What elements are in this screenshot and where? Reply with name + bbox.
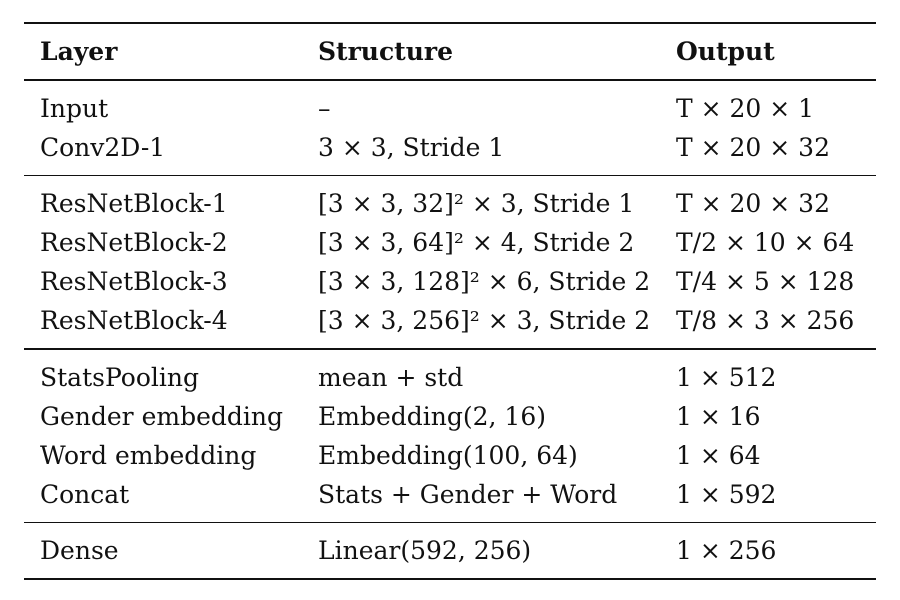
table-row: Conv2D-1 3 × 3, Stride 1 T × 20 × 32	[24, 128, 876, 167]
cell-structure: 3 × 3, Stride 1	[318, 132, 505, 162]
table-row: ResNetBlock-1 [3 × 3, 32]² × 3, Stride 1…	[24, 184, 876, 223]
cell-structure: Linear(592, 256)	[318, 536, 532, 565]
cell-structure: mean + std	[318, 362, 464, 392]
cell-structure: –	[318, 93, 331, 123]
cell-layer: Word embedding	[40, 440, 257, 470]
cell-structure: [3 × 3, 64]² × 4, Stride 2	[318, 228, 635, 257]
cell-output: T/4 × 5 × 128	[676, 267, 855, 296]
header-output: Output	[676, 37, 775, 66]
table-row: ResNetBlock-4 [3 × 3, 256]² × 3, Stride …	[24, 301, 876, 340]
cell-output: T × 20 × 32	[676, 132, 830, 162]
table-header-row: Layer Structure Output	[24, 24, 876, 79]
table-row: StatsPooling mean + std 1 × 512	[24, 358, 876, 397]
cell-layer: ResNetBlock-4	[40, 306, 228, 335]
table-group-input: Input – T × 20 × 1 Conv2D-1 3 × 3, Strid…	[24, 81, 876, 175]
table-row: ResNetBlock-2 [3 × 3, 64]² × 4, Stride 2…	[24, 223, 876, 262]
cell-layer: StatsPooling	[40, 362, 199, 392]
header-rule	[24, 79, 876, 81]
table-group-dense: Dense Linear(592, 256) 1 × 256	[24, 523, 876, 578]
cell-output: T/2 × 10 × 64	[676, 228, 855, 257]
cell-layer: Input	[40, 93, 109, 123]
cell-output: 1 × 256	[676, 536, 777, 565]
header-structure: Structure	[318, 37, 453, 66]
table-row: Input – T × 20 × 1	[24, 89, 876, 128]
header-layer: Layer	[40, 37, 118, 66]
group-rule	[24, 174, 876, 176]
table-row: Concat Stats + Gender + Word 1 × 592	[24, 475, 876, 514]
cell-layer: Concat	[40, 479, 130, 509]
cell-layer: Gender embedding	[40, 401, 283, 431]
table-row: Dense Linear(592, 256) 1 × 256	[24, 531, 876, 570]
cell-layer: ResNetBlock-3	[40, 267, 228, 296]
table-group-resnet: ResNetBlock-1 [3 × 3, 32]² × 3, Stride 1…	[24, 176, 876, 348]
group-rule	[24, 521, 876, 523]
cell-output: T × 20 × 32	[676, 189, 830, 218]
table-group-pooling: StatsPooling mean + std 1 × 512 Gender e…	[24, 350, 876, 522]
group-rule	[24, 348, 876, 350]
cell-output: 1 × 64	[676, 440, 761, 470]
cell-structure: [3 × 3, 256]² × 3, Stride 2	[318, 306, 651, 335]
bottom-rule	[24, 578, 876, 580]
cell-structure: [3 × 3, 128]² × 6, Stride 2	[318, 267, 651, 296]
table-row: Word embedding Embedding(100, 64) 1 × 64	[24, 436, 876, 475]
cell-output: T/8 × 3 × 256	[676, 306, 855, 335]
cell-output: 1 × 592	[676, 479, 777, 509]
cell-output: 1 × 16	[676, 401, 761, 431]
cell-output: T × 20 × 1	[676, 93, 815, 123]
cell-layer: Conv2D-1	[40, 132, 166, 162]
cell-layer: ResNetBlock-2	[40, 228, 228, 257]
cell-structure: Stats + Gender + Word	[318, 479, 618, 509]
cell-structure: Embedding(2, 16)	[318, 401, 546, 431]
cell-structure: [3 × 3, 32]² × 3, Stride 1	[318, 189, 635, 218]
cell-structure: Embedding(100, 64)	[318, 440, 578, 470]
table-row: Gender embedding Embedding(2, 16) 1 × 16	[24, 397, 876, 436]
cell-layer: Dense	[40, 536, 119, 565]
top-rule	[24, 22, 876, 24]
architecture-table: Layer Structure Output Input – T × 20 × …	[24, 22, 876, 580]
table-row: ResNetBlock-3 [3 × 3, 128]² × 6, Stride …	[24, 262, 876, 301]
cell-output: 1 × 512	[676, 362, 777, 392]
cell-layer: ResNetBlock-1	[40, 189, 228, 218]
